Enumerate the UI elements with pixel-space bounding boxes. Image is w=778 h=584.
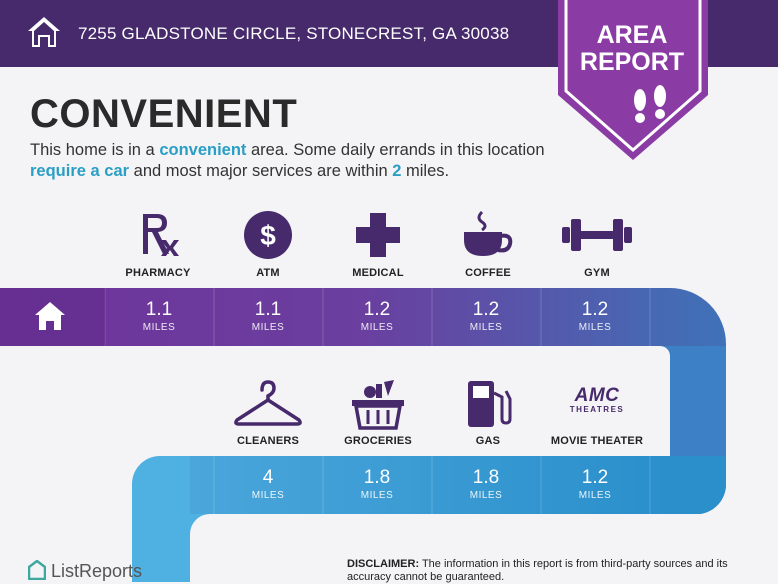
- distance-gym: 1.2 MILES: [578, 299, 612, 333]
- medical-cross-icon: [356, 213, 400, 257]
- distance-movie-theater: 1.2 MILES: [578, 467, 612, 501]
- distance-atm: 1.1 MILES: [251, 299, 285, 333]
- svg-text:$: $: [260, 220, 276, 251]
- grocery-basket-icon: [352, 380, 404, 430]
- distance-gas: 1.8 MILES: [469, 467, 503, 501]
- label-coffee: COFFEE: [465, 267, 511, 279]
- distance-medical: 1.2 MILES: [360, 299, 394, 333]
- dollar-icon: $: [244, 211, 292, 259]
- gas-pump-icon: [468, 381, 512, 427]
- coffee-cup-icon: [464, 210, 513, 256]
- label-medical: MEDICAL: [352, 267, 404, 279]
- label-atm: ATM: [256, 267, 280, 279]
- property-address: 7255 GLADSTONE CIRCLE, STONECREST, GA 30…: [78, 24, 510, 43]
- distance-coffee: 1.2 MILES: [469, 299, 503, 333]
- label-gas: GAS: [475, 435, 501, 447]
- label-movie-theater: MOVIE THEATER: [550, 435, 644, 447]
- label-pharmacy: PHARMACY: [125, 267, 191, 279]
- amc-theatres-logo: AMC THEATRES: [569, 385, 625, 414]
- listreports-mark-icon: [27, 559, 47, 581]
- home-icon: [28, 17, 60, 47]
- dumbbell-icon: [562, 219, 632, 251]
- home-start-icon: [35, 302, 65, 330]
- rx-icon: [143, 214, 179, 256]
- distance-pharmacy: 1.1 MILES: [142, 299, 176, 333]
- page-title: CONVENIENT: [30, 92, 298, 136]
- distance-groceries: 1.8 MILES: [360, 467, 394, 501]
- listreports-logo: ListReports: [27, 559, 142, 582]
- label-cleaners: CLEANERS: [236, 435, 300, 447]
- hanger-icon: [234, 380, 302, 426]
- distance-cleaners: 4 MILES: [251, 467, 285, 501]
- label-groceries: GROCERIES: [344, 435, 412, 447]
- area-report-label: AREA REPORT: [579, 21, 685, 76]
- disclaimer: DISCLAIMER: The information in this repo…: [347, 558, 728, 583]
- footprints-icon: [634, 85, 666, 123]
- area-report-badge: [558, 0, 708, 160]
- area-description: This home is in a convenient area. Some …: [30, 141, 545, 180]
- label-gym: GYM: [584, 267, 610, 279]
